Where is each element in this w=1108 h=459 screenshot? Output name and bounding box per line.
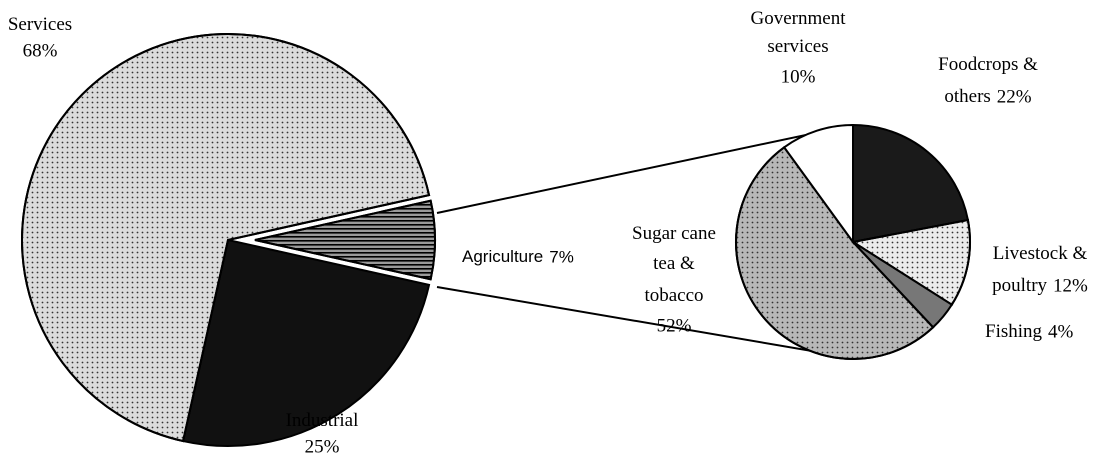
slice-label: Agriculture: [462, 247, 543, 266]
value-label: 12%: [1053, 275, 1088, 296]
label-line: Fishing: [985, 321, 1043, 342]
label-line: Agriculture: [462, 247, 543, 266]
connector: [436, 286, 854, 359]
slice-pattern: [21, 33, 431, 443]
slice-label: Government services: [751, 8, 847, 57]
pie-slice: [852, 123, 970, 244]
slice-label: Sugar cane tea & tobacco: [632, 223, 716, 306]
slice-label: Industrial: [286, 410, 359, 431]
label-line: tea &: [653, 253, 695, 274]
label-line: tobacco: [644, 285, 703, 306]
label-line: Sugar cane: [632, 223, 716, 244]
value-label: 68%: [23, 40, 58, 61]
pie-slice: [782, 123, 854, 246]
label-line: Livestock &: [993, 243, 1088, 264]
value-label: 52%: [657, 315, 692, 336]
slice-pattern: [850, 218, 971, 307]
label-line: poultry: [992, 275, 1047, 296]
label-line: services: [767, 36, 828, 57]
label-line: Industrial: [286, 410, 359, 431]
pie-slice: [181, 238, 431, 447]
slice-label: Livestock & poultry: [992, 243, 1087, 296]
label-line: others: [944, 86, 990, 107]
connector: [436, 124, 854, 214]
label-line: Foodcrops &: [938, 54, 1038, 75]
value-label: 22%: [997, 86, 1032, 107]
label-line: Services: [8, 14, 72, 35]
slice-label: Fishing: [985, 321, 1043, 342]
label-line: Government: [751, 8, 847, 29]
slice-label: Foodcrops & others: [938, 54, 1038, 107]
slice-pattern: [735, 145, 935, 360]
value-label: 25%: [305, 436, 340, 457]
slice-label: Services: [8, 14, 72, 35]
value-label: 7%: [549, 247, 574, 266]
value-label: 4%: [1048, 321, 1074, 342]
value-label: 10%: [781, 66, 816, 87]
slice-pattern: [254, 199, 436, 281]
